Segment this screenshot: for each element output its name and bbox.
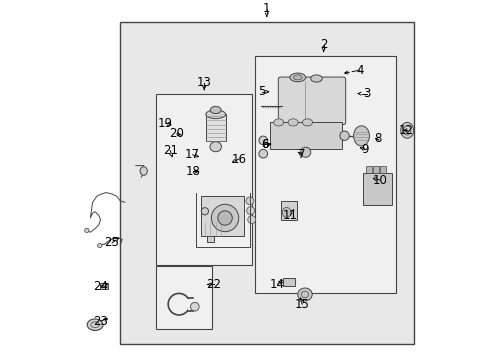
Ellipse shape [282, 207, 290, 217]
Ellipse shape [287, 119, 298, 126]
Bar [100, 283, 107, 289]
Bar [365, 166, 371, 173]
Ellipse shape [218, 211, 232, 225]
Ellipse shape [205, 110, 225, 119]
Text: 21: 21 [163, 144, 178, 157]
Ellipse shape [300, 147, 310, 157]
Ellipse shape [297, 288, 311, 301]
Bar [156, 94, 251, 265]
Ellipse shape [201, 208, 208, 215]
Text: 19: 19 [158, 117, 172, 130]
Bar [282, 278, 295, 286]
Bar [269, 122, 341, 149]
Bar [363, 173, 391, 205]
Text: 7: 7 [298, 148, 305, 161]
Text: 5: 5 [258, 85, 265, 98]
Ellipse shape [400, 122, 413, 138]
Ellipse shape [246, 207, 254, 215]
Bar [201, 196, 244, 236]
Ellipse shape [353, 126, 368, 146]
Ellipse shape [98, 243, 102, 248]
Text: 12: 12 [398, 124, 413, 137]
Text: 17: 17 [185, 148, 200, 161]
Text: 6: 6 [261, 138, 268, 151]
Bar [372, 166, 378, 173]
Ellipse shape [87, 319, 103, 330]
Text: 10: 10 [372, 174, 386, 186]
Text: 14: 14 [269, 278, 285, 291]
Text: 24: 24 [93, 280, 108, 293]
Text: 6: 6 [261, 138, 268, 151]
Bar [120, 22, 413, 344]
Text: 11: 11 [283, 209, 298, 222]
Text: 3: 3 [363, 87, 370, 100]
Text: 16: 16 [231, 153, 246, 166]
Bar [156, 266, 212, 329]
Ellipse shape [190, 302, 199, 311]
Ellipse shape [302, 119, 312, 126]
Text: 22: 22 [206, 278, 221, 291]
Text: 20: 20 [169, 127, 184, 140]
Text: 1: 1 [263, 3, 270, 15]
Ellipse shape [245, 197, 253, 205]
Ellipse shape [209, 141, 221, 152]
Text: 18: 18 [185, 165, 201, 178]
Bar [205, 114, 225, 141]
Text: 13: 13 [196, 76, 211, 89]
Bar [380, 166, 385, 173]
Text: 8: 8 [373, 132, 381, 145]
FancyBboxPatch shape [278, 77, 345, 125]
Ellipse shape [273, 119, 283, 126]
Ellipse shape [310, 75, 322, 82]
Ellipse shape [258, 136, 267, 145]
Ellipse shape [293, 75, 302, 80]
Ellipse shape [339, 131, 348, 140]
Ellipse shape [84, 228, 89, 233]
Bar [206, 236, 213, 242]
Bar [255, 56, 395, 293]
Bar [281, 201, 297, 220]
Text: 2: 2 [319, 39, 327, 51]
Ellipse shape [258, 149, 267, 158]
Text: 9: 9 [361, 143, 368, 156]
Ellipse shape [210, 107, 221, 113]
Text: 25: 25 [104, 237, 119, 249]
Text: 4: 4 [355, 64, 363, 77]
Text: 23: 23 [93, 315, 108, 328]
Ellipse shape [211, 204, 238, 232]
Ellipse shape [140, 167, 147, 175]
Ellipse shape [289, 73, 305, 82]
Ellipse shape [247, 216, 255, 224]
Text: 15: 15 [294, 298, 309, 311]
